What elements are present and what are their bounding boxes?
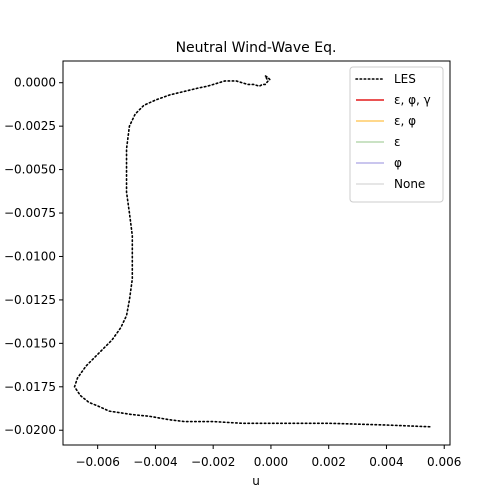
y-tick-label: −0.0075	[4, 206, 56, 220]
y-tick-label: 0.0000	[14, 76, 56, 90]
legend-label: φ	[394, 156, 402, 170]
y-tick-label: −0.0125	[4, 293, 56, 307]
x-tick-label: 0.006	[427, 455, 461, 469]
x-tick-label: 0.004	[369, 455, 403, 469]
y-axis: 0.0000 −0.0025 −0.0050 −0.0075 −0.0100 −0.012…	[4, 76, 63, 437]
y-tick-label: −0.0200	[4, 423, 56, 437]
legend: LES ε, φ, γ ε, φ εφ None	[349, 66, 444, 203]
x-tick-label: 0.000	[254, 455, 288, 469]
legend-label: LES	[394, 72, 416, 86]
chart-title: Neutral Wind-Wave Eq.	[176, 40, 337, 56]
legend-label: ε, φ, γ	[394, 93, 431, 107]
legend-label: None	[394, 177, 425, 191]
y-tick-label: −0.0175	[4, 380, 56, 394]
y-tick-label: −0.0150	[4, 336, 56, 350]
y-tick-label: −0.0100	[4, 249, 56, 263]
legend-label: ε, φ	[394, 114, 416, 128]
y-tick-label: −0.0025	[4, 119, 56, 133]
x-tick-label: −0.006	[75, 455, 119, 469]
legend-label: ε	[394, 135, 401, 149]
x-tick-label: −0.004	[133, 455, 177, 469]
x-tick-label: 0.002	[312, 455, 346, 469]
plot-layer	[73, 73, 431, 428]
series-line-les	[73, 73, 431, 428]
x-tick-label: −0.002	[191, 455, 235, 469]
x-axis-label: u	[252, 474, 260, 488]
plot-frame	[62, 60, 451, 446]
x-axis: −0.006 −0.004 −0.002 0.000 0.002 0.004 0.006	[75, 445, 461, 469]
y-tick-label: −0.0050	[4, 163, 56, 177]
